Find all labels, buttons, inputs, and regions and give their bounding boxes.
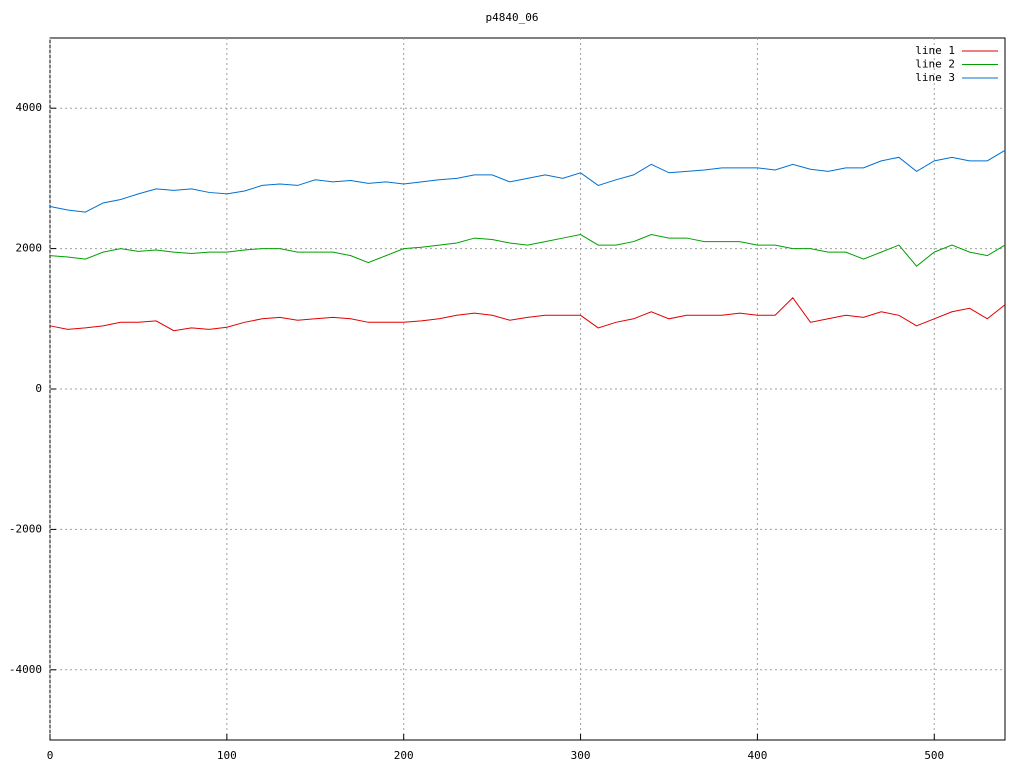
legend-label: line 1 xyxy=(915,44,955,57)
x-tick-label: 400 xyxy=(747,749,767,762)
chart-title: p4840_06 xyxy=(486,11,539,24)
y-tick-label: 4000 xyxy=(16,101,43,114)
legend-label: line 3 xyxy=(915,71,955,84)
y-tick-label: -2000 xyxy=(9,522,42,535)
data-line xyxy=(49,149,1006,213)
x-tick-label: 300 xyxy=(571,749,591,762)
x-tick-label: 500 xyxy=(924,749,944,762)
x-tick-label: 100 xyxy=(217,749,237,762)
data-line xyxy=(49,234,1006,267)
data-line xyxy=(49,296,1006,332)
x-tick-label: 0 xyxy=(47,749,54,762)
legend-label: line 2 xyxy=(915,58,955,71)
y-tick-label: 0 xyxy=(35,382,42,395)
x-tick-label: 200 xyxy=(394,749,414,762)
y-tick-label: -4000 xyxy=(9,663,42,676)
y-tick-label: 2000 xyxy=(16,242,43,255)
